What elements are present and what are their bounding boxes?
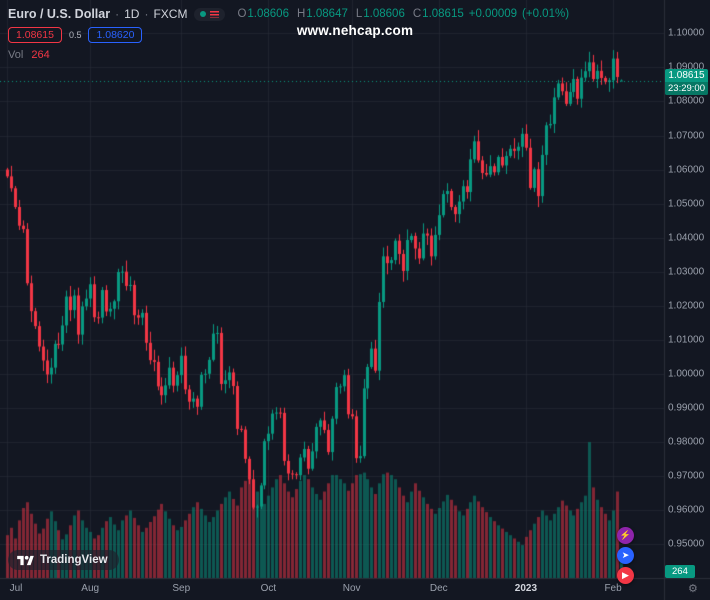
time-axis-month-label: Aug xyxy=(81,583,100,594)
price-axis-label: 0.95000 xyxy=(668,538,705,550)
legend-toggle-pill[interactable] xyxy=(194,7,226,21)
volume-badge: 264 xyxy=(665,565,695,578)
price-axis[interactable]: 1.08615 23:29:00 264 1.10000 1.09000 1.080… xyxy=(664,0,710,578)
youtube-button[interactable]: ▶ xyxy=(617,567,634,584)
chart-legend: Euro / U.S. Dollar · 1D · FXCM O 1.08606 … xyxy=(8,7,569,61)
status-dot-icon xyxy=(200,11,207,17)
price-axis-label: 1.00000 xyxy=(668,368,705,380)
separator-dot: · xyxy=(144,7,149,21)
time-axis-month-label: Oct xyxy=(260,583,277,594)
price-axis-label: 0.96000 xyxy=(668,504,705,516)
time-axis-month-label: Jul xyxy=(9,583,23,594)
change-value: +0.00009 xyxy=(468,8,518,20)
axis-settings-icon[interactable]: ⚙ xyxy=(688,583,698,595)
ohlc-values: O 1.08606 H 1.08647 L 1.08606 C 1.08615 xyxy=(237,8,463,20)
legend-row-main: Euro / U.S. Dollar · 1D · FXCM O 1.08606 … xyxy=(8,7,569,21)
symbol-title[interactable]: Euro / U.S. Dollar xyxy=(8,7,111,21)
price-axis-label: 0.98000 xyxy=(668,436,705,448)
time-axis-month-label: Dec xyxy=(429,583,448,594)
price-axis-label: 1.09000 xyxy=(668,61,705,73)
low-value: L 1.08606 xyxy=(355,8,405,20)
open-value: O 1.08606 xyxy=(237,8,289,20)
price-axis-label: 1.08000 xyxy=(668,95,705,107)
price-axis-label: 1.01000 xyxy=(668,334,705,346)
price-axis-label: 1.10000 xyxy=(668,27,705,39)
change-percent: (+0.01%) xyxy=(522,8,570,20)
tradingview-logo[interactable]: TradingView xyxy=(8,550,119,570)
interval-label[interactable]: 1D xyxy=(124,7,140,21)
time-axis-year-label: 2023 xyxy=(514,583,538,594)
high-value: H 1.08647 xyxy=(296,8,348,20)
price-axis-label: 1.05000 xyxy=(668,198,705,210)
price-axis-label: 1.03000 xyxy=(668,266,705,278)
buy-price-button[interactable]: 1.08620 xyxy=(88,27,143,43)
separator-dot: · xyxy=(115,7,120,21)
exchange-label[interactable]: FXCM xyxy=(153,7,188,21)
close-value: C 1.08615 xyxy=(412,8,464,20)
price-axis-label: 1.02000 xyxy=(668,300,705,312)
spread-value: 0.5 xyxy=(68,30,82,40)
time-axis-month-label: Nov xyxy=(342,583,361,594)
price-axis-label: 0.99000 xyxy=(668,402,705,414)
price-axis-label: 0.97000 xyxy=(668,470,705,482)
last-price: 1.08615 xyxy=(668,69,705,81)
time-axis-month-label: Sep xyxy=(172,583,191,594)
countdown-timer: 23:29:00 xyxy=(665,81,708,95)
boost-button[interactable]: ⚡ xyxy=(617,527,634,544)
floating-buttons: ⚡ ➤ ▶ xyxy=(617,527,634,584)
price-axis-label: 1.04000 xyxy=(668,232,705,244)
time-axis-month-label: Feb xyxy=(604,583,622,594)
volume-row: Vol 264 xyxy=(8,49,569,61)
last-price-badge: 1.08615 23:29:00 xyxy=(665,68,708,95)
list-icon xyxy=(210,10,220,18)
tradingview-logo-icon xyxy=(17,555,34,566)
price-axis-label: 1.07000 xyxy=(668,130,705,141)
tradingview-logo-text: TradingView xyxy=(40,554,108,566)
volume-label: Vol xyxy=(8,49,24,61)
telegram-button[interactable]: ➤ xyxy=(617,547,634,564)
volume-value: 264 xyxy=(31,49,50,61)
sell-price-button[interactable]: 1.08615 xyxy=(8,27,62,43)
watermark: www.nehcap.com xyxy=(296,23,414,38)
time-axis[interactable]: ⚙ Jul Aug Sep Oct Nov Dec 2023 Feb xyxy=(0,578,710,600)
price-axis-label: 1.06000 xyxy=(668,164,705,176)
quote-row: 1.08615 0.5 1.08620 xyxy=(8,27,569,43)
